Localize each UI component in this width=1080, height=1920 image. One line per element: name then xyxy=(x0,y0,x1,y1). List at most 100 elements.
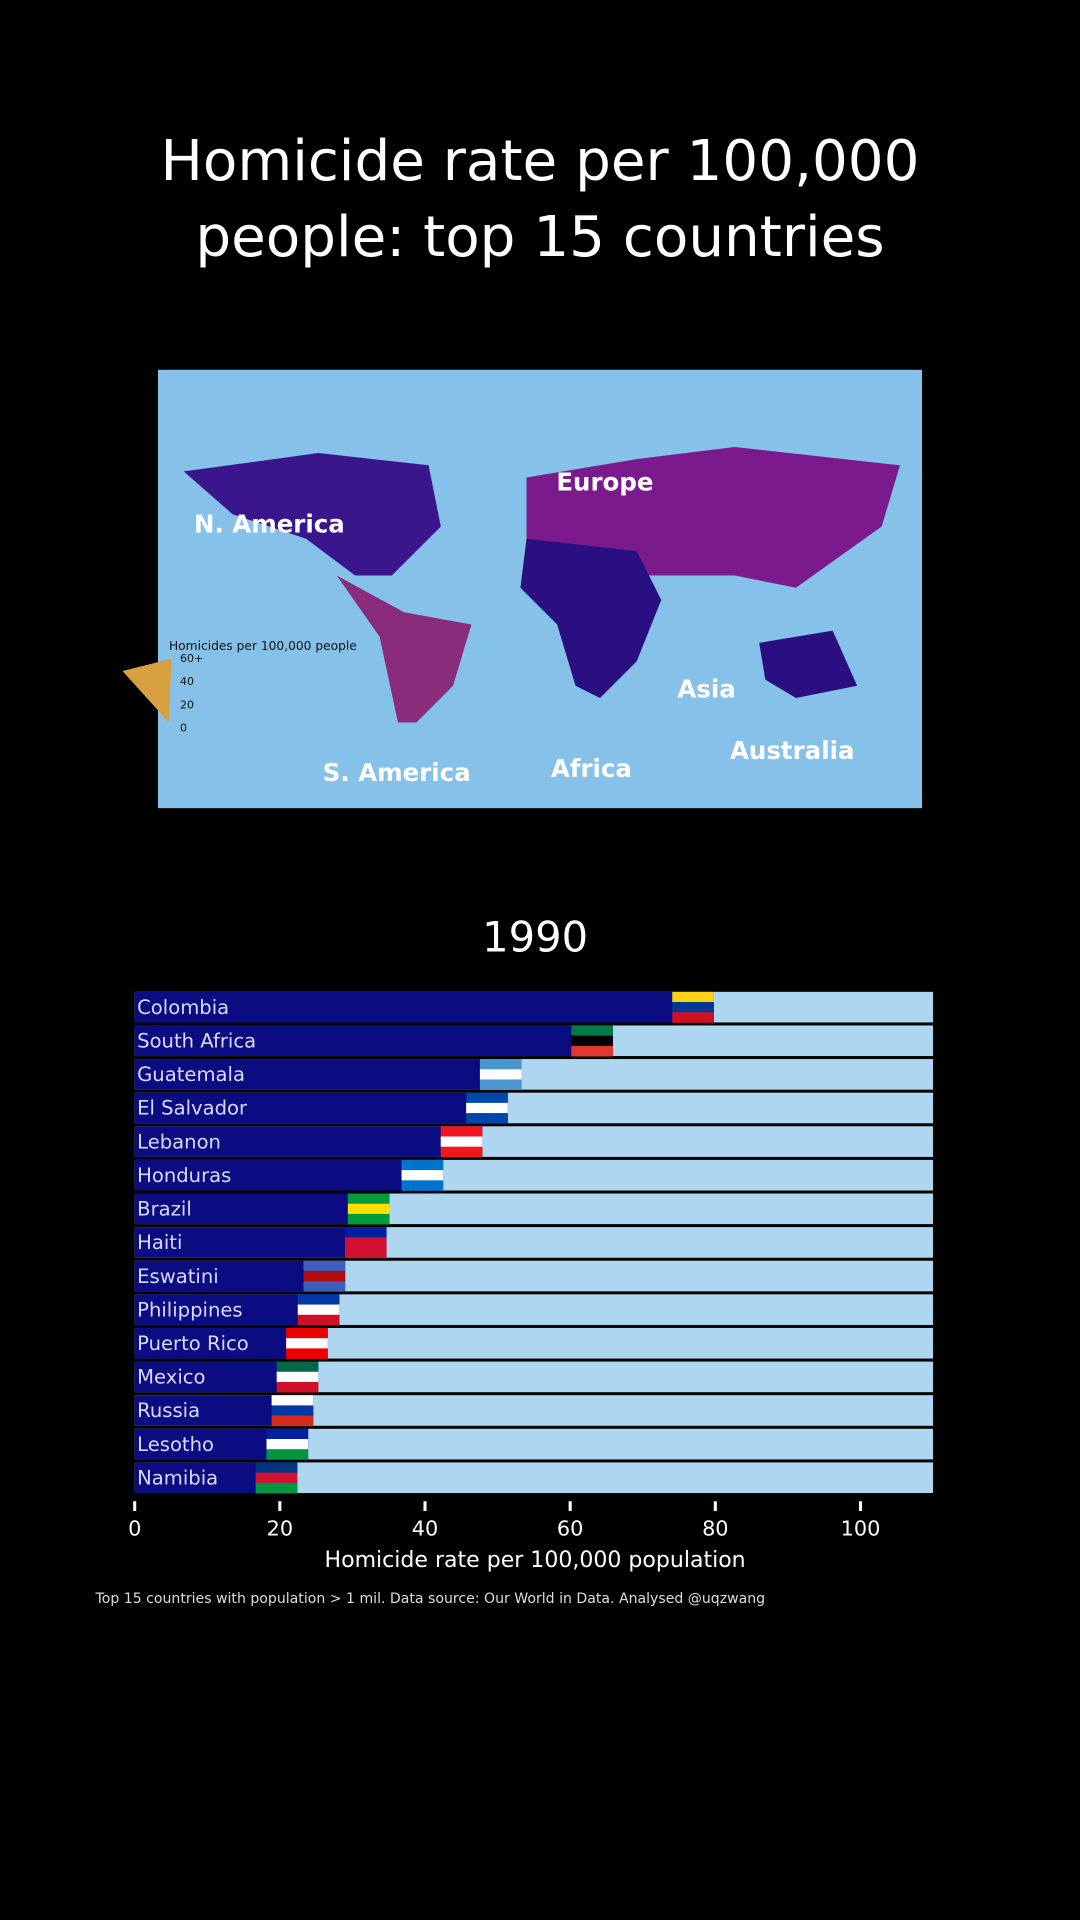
map-legend-tick: 0 xyxy=(180,722,187,735)
bar xyxy=(134,1193,390,1225)
map-legend-title: Homicides per 100,000 people xyxy=(169,639,357,653)
flag-stripe xyxy=(276,1381,319,1393)
y-tick-label: Namibia xyxy=(137,1466,218,1489)
map-land xyxy=(183,453,441,576)
flag-stripe xyxy=(440,1126,483,1137)
x-tick-label: 0 xyxy=(128,1516,141,1540)
flag-stripe xyxy=(571,1025,613,1037)
map-region-label: N. America xyxy=(194,509,345,538)
y-tick-label: Puerto Rico xyxy=(137,1332,249,1355)
bar xyxy=(134,991,714,1023)
map-region-label: Asia xyxy=(677,675,735,704)
map-legend-tick: 40 xyxy=(180,675,194,688)
flag-stripe xyxy=(347,1213,390,1225)
flag-stripe xyxy=(401,1159,444,1171)
flag-stripe xyxy=(271,1395,314,1406)
flag-stripe xyxy=(672,1002,714,1013)
map-region-label: Australia xyxy=(730,736,854,765)
map-region-label: Africa xyxy=(551,754,632,783)
flag-stripe xyxy=(479,1069,522,1080)
flag-stripe xyxy=(344,1237,387,1248)
flag-stripe xyxy=(440,1146,483,1158)
y-tick-label: Colombia xyxy=(137,996,229,1019)
flag-stripe xyxy=(297,1314,340,1326)
flag-stripe xyxy=(344,1227,387,1238)
flag-stripe xyxy=(255,1472,298,1484)
x-axis-label: Homicide rate per 100,000 population xyxy=(325,1548,746,1573)
flag-stripe xyxy=(271,1405,314,1416)
flag-stripe xyxy=(401,1170,444,1181)
y-tick-label: El Salvador xyxy=(137,1097,248,1120)
y-tick-label: Eswatini xyxy=(137,1265,219,1288)
flag-stripe xyxy=(672,1012,714,1023)
map-region-label: Europe xyxy=(556,468,653,497)
map-land xyxy=(759,630,858,698)
flag-stripe xyxy=(271,1415,314,1427)
flag-stripe xyxy=(571,1045,613,1057)
bar xyxy=(134,1227,387,1258)
x-tick-label: 80 xyxy=(702,1516,728,1540)
y-tick-label: Russia xyxy=(137,1399,200,1422)
bar xyxy=(134,1092,508,1124)
flag-stripe xyxy=(286,1348,328,1359)
map-labels: N. America Europe Asia Australia Africa S. Am… xyxy=(194,468,854,787)
y-tick-label: Mexico xyxy=(137,1366,205,1389)
flag-stripe xyxy=(266,1428,309,1440)
flag-stripe xyxy=(440,1136,483,1148)
flag-stripe xyxy=(466,1102,508,1114)
x-tick-label: 40 xyxy=(412,1516,438,1540)
title: Homicide rate per 100,000 people: top 15… xyxy=(160,127,920,270)
map-land xyxy=(520,538,662,698)
y-tick-label: Brazil xyxy=(137,1198,192,1221)
flag-stripe xyxy=(286,1327,328,1339)
flag-stripe xyxy=(266,1439,309,1450)
flag-stripe xyxy=(276,1371,319,1383)
flag-stripe xyxy=(347,1193,390,1205)
y-tick-label: Haiti xyxy=(137,1231,182,1254)
y-tick-label: Lebanon xyxy=(137,1130,221,1153)
flag-stripe xyxy=(466,1092,508,1104)
flag-stripe xyxy=(401,1180,444,1191)
bar xyxy=(134,1059,522,1090)
bar xyxy=(134,1025,613,1057)
y-tick-label: Honduras xyxy=(137,1164,231,1187)
map-legend-tick: 60+ xyxy=(180,652,203,665)
flag-stripe xyxy=(266,1449,309,1460)
y-tick-label: Lesotho xyxy=(137,1433,214,1456)
flag-stripe xyxy=(479,1059,522,1070)
map-legend-tick: 20 xyxy=(180,698,194,711)
flag-stripe xyxy=(672,991,714,1003)
flag-stripe xyxy=(297,1294,340,1305)
x-tick-label: 20 xyxy=(267,1516,293,1540)
flag-stripe xyxy=(286,1338,328,1349)
footnote: Top 15 countries with population > 1 mil… xyxy=(95,1591,766,1607)
map-region-label: S. America xyxy=(323,758,471,787)
map xyxy=(122,369,923,809)
map-legend: 60+ 40 20 0 xyxy=(180,652,203,735)
bar xyxy=(134,1159,444,1191)
map-land xyxy=(336,575,472,723)
flag-stripe xyxy=(344,1247,387,1259)
flag-stripe xyxy=(347,1203,390,1215)
flag-stripe xyxy=(466,1113,508,1124)
flag-stripe xyxy=(255,1462,298,1473)
map-legend-swatch xyxy=(122,658,172,723)
chart-title: 1990 xyxy=(482,912,588,961)
flag-stripe xyxy=(303,1281,346,1292)
flag-stripe xyxy=(303,1260,346,1272)
y-tick-label: Guatemala xyxy=(137,1063,245,1086)
y-tick-label: South Africa xyxy=(137,1029,256,1052)
y-tick-label: Philippines xyxy=(137,1298,242,1321)
x-tick-label: 100 xyxy=(841,1516,881,1540)
flag-stripe xyxy=(297,1304,340,1316)
title-box: Homicide rate per 100,000 people: top 15… xyxy=(160,127,920,270)
flag-stripe xyxy=(276,1361,319,1373)
bar xyxy=(134,1126,483,1157)
x-tick-label: 60 xyxy=(557,1516,583,1540)
flag-stripe xyxy=(303,1270,346,1282)
flag-stripe xyxy=(255,1482,298,1494)
flag-stripe xyxy=(479,1079,522,1091)
